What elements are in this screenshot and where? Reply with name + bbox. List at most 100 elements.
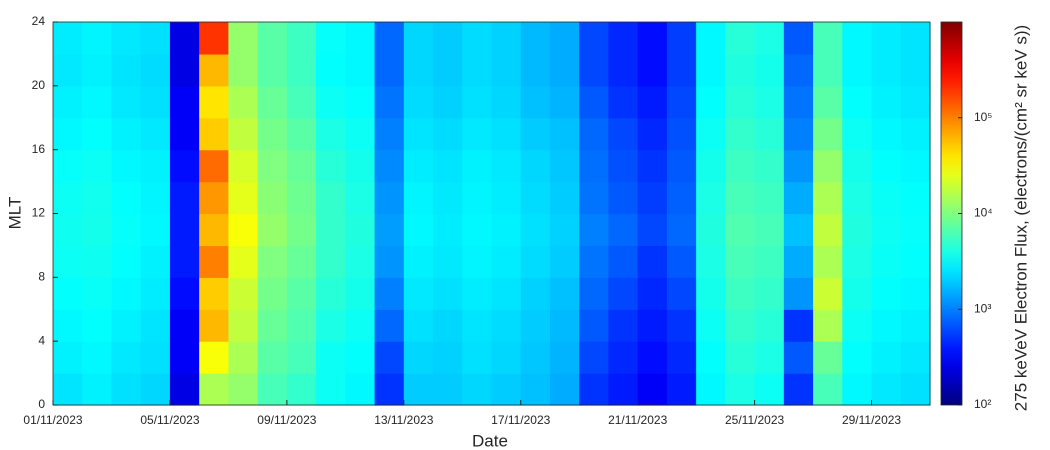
heatmap-cell [520, 213, 551, 247]
heatmap-cell [374, 213, 405, 247]
heatmap-cell [871, 341, 902, 374]
heatmap-cell [462, 181, 493, 215]
heatmap-cell [345, 341, 376, 374]
heatmap-cell [900, 277, 931, 310]
heatmap-cell [696, 53, 726, 87]
heatmap-cell [871, 277, 902, 310]
heatmap-cell [199, 181, 229, 215]
heatmap-cell [579, 181, 610, 215]
heatmap-cell [725, 245, 756, 278]
heatmap-cell [286, 149, 317, 183]
heatmap-cell [900, 117, 931, 151]
heatmap-cell [871, 85, 902, 119]
x-axis-label: Date [472, 431, 508, 450]
heatmap-cell [228, 277, 259, 310]
heatmap-cell [871, 213, 902, 247]
heatmap-cell [286, 213, 317, 247]
heatmap-cell [842, 245, 873, 278]
heatmap-cell [140, 277, 171, 310]
heatmap-cell [462, 149, 493, 183]
heatmap-cell [82, 149, 113, 183]
heatmap-cell [374, 341, 405, 374]
heatmap-cell [579, 53, 610, 87]
heatmap-cell [374, 22, 405, 55]
heatmap-cell [725, 213, 756, 247]
heatmap-cell [725, 149, 756, 183]
heatmap-cell [900, 181, 931, 215]
heatmap-cell [82, 117, 113, 151]
heatmap-cell [491, 309, 522, 342]
heatmap-cell [900, 373, 931, 406]
heatmap-cell [53, 309, 83, 342]
heatmap-cell [549, 277, 580, 310]
heatmap-cell [345, 181, 376, 215]
heatmap-cell [228, 309, 259, 342]
heatmap-cell [754, 213, 785, 247]
heatmap-cell [199, 22, 229, 55]
heatmap-cell [286, 341, 317, 374]
heatmap-cell [696, 309, 726, 342]
heatmap-cell [900, 341, 931, 374]
heatmap-cell [900, 213, 931, 247]
heatmap-cell [140, 85, 171, 119]
heatmap-cell [403, 277, 434, 310]
heatmap-cell [257, 213, 288, 247]
heatmap-cell [725, 181, 756, 215]
heatmap-cell [169, 309, 200, 342]
heatmap-cell [345, 22, 376, 55]
heatmap-cell [637, 22, 668, 55]
heatmap-cell [520, 85, 551, 119]
heatmap-cell [374, 117, 405, 151]
heatmap-cell [199, 149, 229, 183]
x-tick-label: 25/11/2023 [725, 413, 784, 427]
heatmap-cell [286, 277, 317, 310]
heatmap-cell [111, 213, 142, 247]
heatmap-cell [82, 245, 113, 278]
heatmap-cell [199, 213, 229, 247]
heatmap-cell [520, 373, 551, 406]
heatmap-cell [813, 245, 843, 278]
heatmap-cell [549, 341, 580, 374]
heatmap-cell [53, 341, 83, 374]
heatmap-cell [871, 53, 902, 87]
heatmap-cell [169, 245, 200, 278]
heatmap-cell [900, 85, 931, 119]
heatmap-cell [111, 373, 142, 406]
heatmap-cell [82, 309, 113, 342]
heatmap-cell [403, 309, 434, 342]
heatmap-cell [316, 53, 346, 87]
heatmap-cell [374, 277, 405, 310]
heatmap-cell [53, 181, 83, 215]
heatmap-cell [199, 277, 229, 310]
heatmap-cell [82, 373, 113, 406]
heatmap-cell [549, 213, 580, 247]
heatmap-cell [813, 22, 843, 55]
heatmap-cell [754, 181, 785, 215]
heatmap-cell [783, 277, 814, 310]
heatmap-cell [286, 309, 317, 342]
heatmap-cell [316, 149, 346, 183]
heatmap-cell [666, 213, 697, 247]
heatmap-cell [53, 373, 83, 406]
heatmap-cell [257, 373, 288, 406]
heatmap-cell [316, 85, 346, 119]
heatmap-cell [813, 309, 843, 342]
heatmap-cell [754, 117, 785, 151]
heatmap-cell [842, 309, 873, 342]
heatmap-cell [637, 341, 668, 374]
heatmap-cell [783, 373, 814, 406]
heatmap-cell [637, 245, 668, 278]
heatmap-cell [783, 213, 814, 247]
heatmap-cell [345, 53, 376, 87]
heatmap-cell [462, 245, 493, 278]
heatmap-cell [433, 181, 463, 215]
heatmap-cell [637, 181, 668, 215]
heatmap-cell [111, 22, 142, 55]
heatmap-cell [754, 53, 785, 87]
heatmap-cell [53, 117, 83, 151]
heatmap-cell [140, 53, 171, 87]
y-tick-label: 8 [38, 270, 45, 284]
heatmap-cell [403, 245, 434, 278]
heatmap-cell [725, 277, 756, 310]
